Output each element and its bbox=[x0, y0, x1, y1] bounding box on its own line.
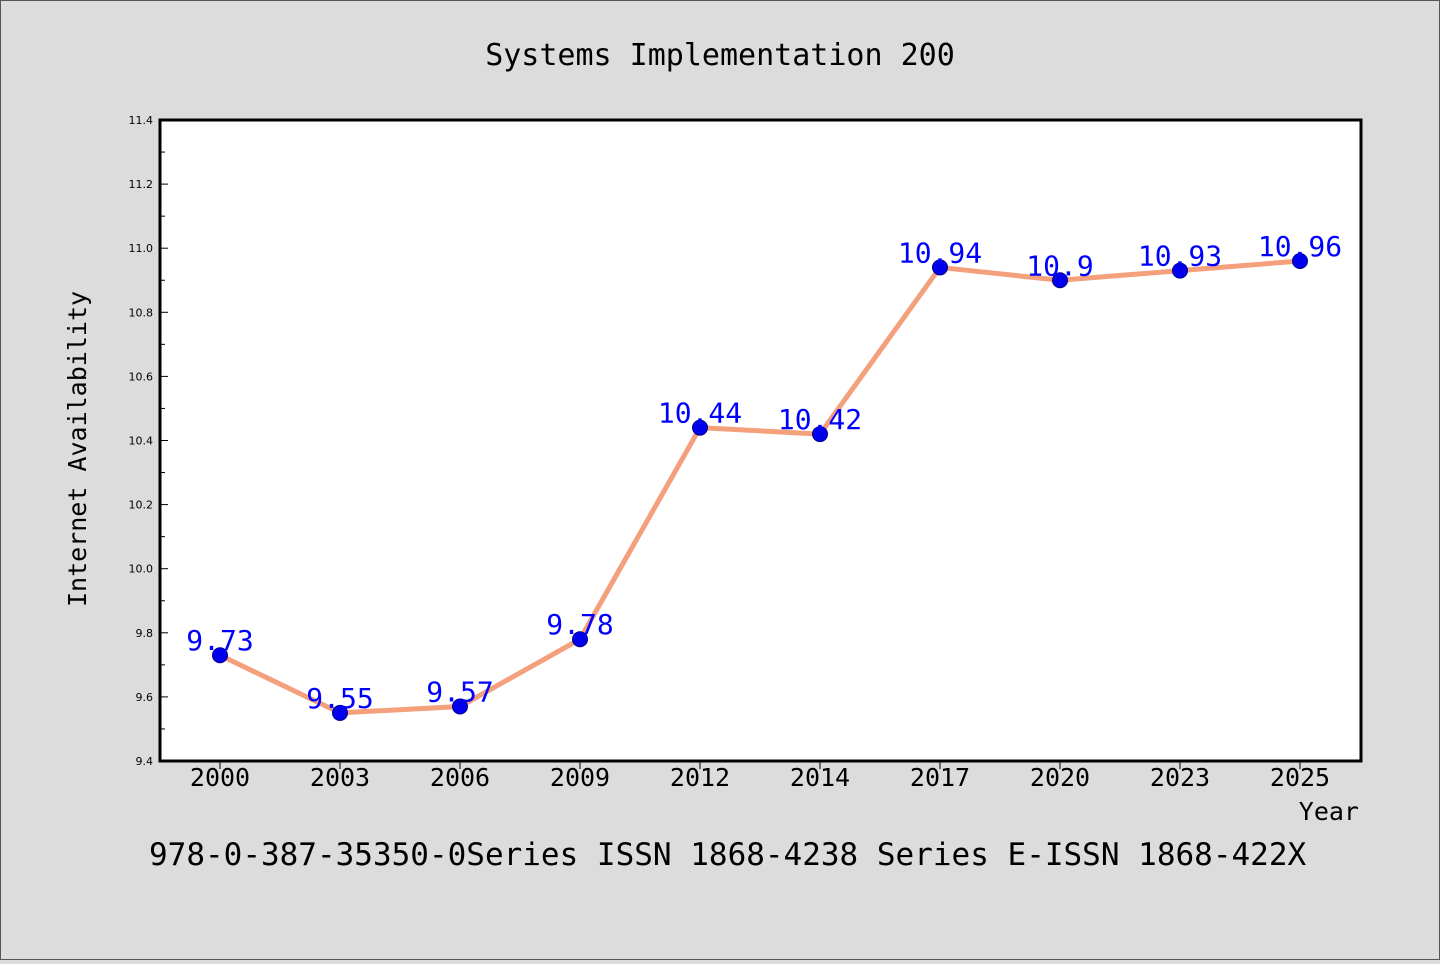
data-point bbox=[932, 259, 948, 276]
y-tick-label: 9.6 bbox=[136, 691, 154, 704]
x-tick-label: 2023 bbox=[1150, 763, 1210, 792]
y-tick-label: 10.6 bbox=[129, 370, 154, 383]
x-tick-label: 2006 bbox=[430, 763, 490, 792]
x-tick-label: 2017 bbox=[910, 763, 970, 792]
x-tick-label: 2003 bbox=[310, 763, 370, 792]
data-point bbox=[1052, 272, 1068, 289]
y-tick-label: 10.4 bbox=[129, 435, 154, 448]
data-point bbox=[1292, 253, 1308, 270]
data-label: 10.9 bbox=[1026, 249, 1093, 282]
y-tick-label: 10.2 bbox=[129, 499, 154, 512]
y-tick-label: 9.4 bbox=[136, 755, 154, 768]
x-tick-label: 2025 bbox=[1270, 763, 1330, 792]
series-layer: 9.73 9.55 9.57 9.78 10.44 10.42 10.94 10.9 10.93… bbox=[186, 230, 1342, 721]
x-tick-label: 2009 bbox=[550, 763, 610, 792]
x-axis-label: Year bbox=[1299, 797, 1359, 826]
data-point bbox=[812, 426, 828, 443]
data-point bbox=[1172, 262, 1188, 279]
data-label: 10.42 bbox=[778, 403, 862, 436]
data-label: 10.96 bbox=[1258, 230, 1342, 263]
y-tick-label: 10.0 bbox=[129, 563, 154, 576]
chart-title: Systems Implementation 200 bbox=[485, 38, 955, 73]
x-tick-label: 2020 bbox=[1030, 763, 1090, 792]
y-tick-label: 9.8 bbox=[136, 627, 154, 640]
y-tick-label: 11.4 bbox=[129, 114, 154, 127]
y-tick-label: 11.0 bbox=[129, 242, 154, 255]
data-point bbox=[452, 698, 468, 715]
y-axis-label: Internet Availability bbox=[63, 291, 92, 607]
data-label: 10.94 bbox=[898, 236, 982, 269]
data-label: 9.57 bbox=[426, 676, 493, 709]
series-line bbox=[217, 258, 1303, 716]
x-tick-label: 2012 bbox=[670, 763, 730, 792]
x-tick-label: 2014 bbox=[790, 763, 850, 792]
data-point bbox=[212, 647, 228, 664]
x-tick-label: 2000 bbox=[190, 763, 250, 792]
data-point bbox=[692, 419, 708, 436]
x-axis-ticks: 2000 2003 2006 2009 2012 2014 2017 2020 2023 2025 bbox=[190, 761, 1330, 792]
data-label: 10.93 bbox=[1138, 240, 1222, 273]
y-tick-label: 11.2 bbox=[129, 178, 154, 191]
data-label: 10.44 bbox=[658, 397, 742, 430]
data-label: 9.73 bbox=[186, 624, 253, 657]
data-point bbox=[332, 704, 348, 721]
y-axis-ticks: 9.4 9.6 9.8 10.0 10.2 10.4 10.6 10.8 11.0 11.2 11.… bbox=[129, 114, 168, 768]
y-tick-label: 10.8 bbox=[129, 306, 154, 319]
data-point bbox=[572, 631, 588, 648]
plot-area bbox=[158, 118, 1363, 763]
data-label: 9.78 bbox=[546, 608, 613, 641]
isbn-issn-footer: 978-0-387-35350-0Series ISSN 1868-4238 S… bbox=[149, 837, 1306, 873]
data-label: 9.55 bbox=[306, 682, 373, 715]
